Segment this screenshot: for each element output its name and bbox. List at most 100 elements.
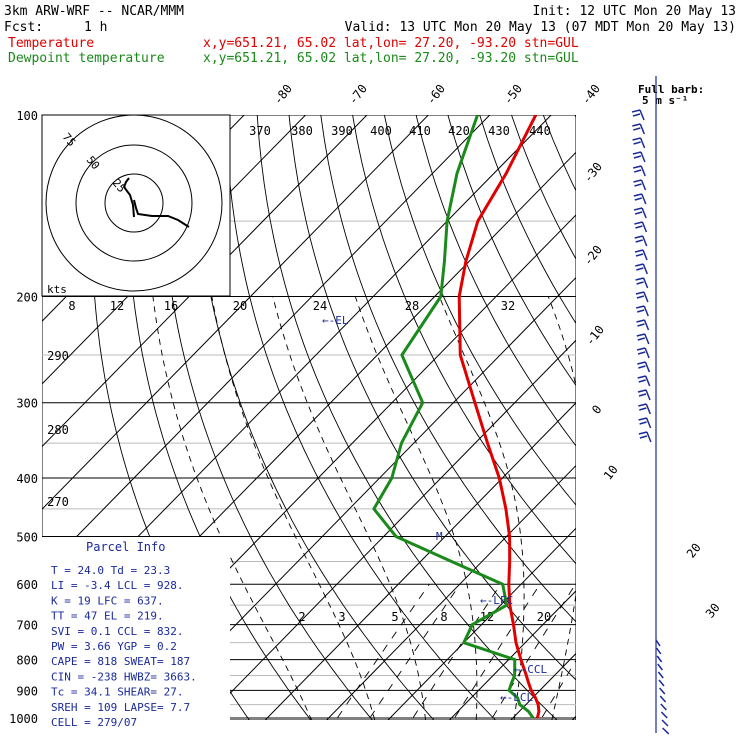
annotation-marker: M: [436, 530, 443, 543]
wind-barb: [638, 417, 652, 429]
pressure-tick-label: 900: [16, 684, 38, 698]
wind-barb: [655, 647, 662, 655]
parcel-info-row: LI = -3.4 LCL = 928.: [51, 579, 183, 592]
wind-barb: [635, 263, 648, 275]
isotherm-label: -50: [501, 82, 525, 108]
isotherm-line: [264, 402, 576, 720]
hodograph-trace: [122, 177, 190, 228]
mixing-ratio-line: [335, 583, 430, 720]
dry-adiabat: [607, 115, 740, 731]
hodograph-unit-label: kts: [47, 283, 67, 296]
pressure-tick-label: 500: [16, 530, 38, 544]
profile-lines: [372, 115, 541, 719]
parcel-info-row: Tc = 34.1 SHEAR= 27.: [51, 686, 183, 699]
theta-label: 430: [488, 124, 510, 138]
mixing-ratio-line: [540, 659, 576, 720]
hodograph-speed-label: 12: [110, 299, 124, 313]
theta-label: 420: [448, 124, 470, 138]
dry-adiabat: [734, 115, 740, 731]
wind-barb: [631, 109, 645, 121]
hodograph-speed-label: 28: [405, 299, 419, 313]
wind-barb: [633, 207, 647, 219]
hodograph-speed-label: 16: [164, 299, 178, 313]
full-barb-label: Full barb:: [638, 83, 704, 96]
hodograph-speed-label: 8: [68, 299, 75, 313]
init-time: Init: 12 UTC Mon 20 May 13: [533, 4, 737, 19]
wind-barb: [657, 663, 663, 671]
hodograph-rings: [45, 115, 223, 292]
isotherm-label: -40: [579, 82, 603, 108]
parcel-info-row: T = 24.0 Td = 23.3: [51, 564, 170, 577]
isotherm-line: [42, 115, 430, 510]
temperature-profile: [457, 115, 541, 719]
wind-barb: [633, 179, 647, 191]
dry-adiabat: [511, 115, 576, 260]
annotation-ccl: ←-CCL: [514, 663, 547, 676]
wind-barb: [659, 695, 667, 703]
isotherm-label: 20: [684, 541, 704, 561]
wind-barb: [637, 375, 651, 387]
dewpoint-profile: [372, 115, 535, 719]
fcst-value: 1 h: [84, 20, 107, 35]
parcel-info-row: PW = 3.66 YGP = 0.2: [51, 640, 177, 653]
dry-adiabat: [670, 115, 740, 731]
wind-barb: [658, 679, 665, 687]
theta-left-label: 280: [47, 423, 69, 437]
isotherm-line: [387, 527, 576, 720]
wind-barb: [660, 703, 667, 711]
mixing-ratio-label: 20: [537, 610, 551, 624]
isotherm-line: [42, 115, 368, 448]
pressure-tick-label: 200: [16, 291, 38, 305]
wind-barb: [638, 403, 651, 415]
moist-adiabat: [438, 296, 525, 720]
hodograph-ring: [45, 115, 223, 292]
dry-adiabat: [256, 115, 558, 720]
parcel-info-row: K = 19 LFC = 637.: [51, 594, 164, 607]
isotherm-line: [141, 276, 576, 720]
dry-adiabat: [574, 115, 576, 119]
isotherm-label: 0: [589, 402, 604, 416]
pressure-tick-label: 800: [16, 654, 38, 668]
mixing-ratio-label: 8: [440, 610, 447, 624]
full-barb-units: 5 m s⁻¹: [642, 94, 688, 107]
wind-barb: [634, 249, 648, 261]
wind-barb: [636, 319, 650, 331]
wind-barb: [661, 719, 669, 727]
valid-time: Valid: 13 UTC Mon 20 May 13 (07 MDT Mon …: [345, 20, 736, 35]
isotherm-label: -80: [271, 82, 295, 108]
isotherm-label: 10: [601, 463, 621, 483]
moist-adiabat: [152, 296, 313, 720]
annotation-lcl: ←-LCL: [500, 691, 533, 704]
theta-label: 440: [529, 124, 551, 138]
level-annotations: ←-EL ←-LFC ←-CCL ←-LCL M: [322, 314, 547, 704]
mixing-ratio-label: 2: [298, 610, 305, 624]
fcst-label: Fcst:: [4, 20, 43, 35]
wind-barb: [632, 123, 645, 135]
hodograph-speed-label: 20: [233, 299, 247, 313]
mixing-ratio-line: [367, 583, 461, 720]
pressure-tick-label: 100: [16, 109, 38, 123]
dew-location: x,y=651.21, 65.02 lat,lon= 27.20, -93.20…: [203, 51, 579, 66]
isotherm-line: [42, 115, 491, 573]
wind-barb: [635, 277, 649, 289]
wind-barb: [637, 361, 651, 373]
isotherm-label: -60: [424, 82, 448, 108]
isotherm-label: -70: [346, 82, 370, 108]
dry-adiabat: [224, 115, 497, 720]
hodograph-speed-label: 24: [313, 299, 327, 313]
moist-adiabat: [211, 296, 376, 720]
theta-left-label: 290: [47, 349, 69, 363]
pressure-tick-label: 1000: [9, 712, 38, 726]
theta-label: 380: [291, 124, 313, 138]
dry-adiabat: [320, 115, 576, 623]
mixing-ratio-label: 3: [338, 610, 345, 624]
dry-adiabat: [639, 115, 740, 731]
theta-label: 370: [249, 124, 271, 138]
wind-barb: [659, 687, 666, 695]
isotherm-line: [510, 652, 576, 720]
mixing-ratio-label: 5: [391, 610, 398, 624]
wind-barbs: [631, 76, 670, 735]
wind-barb: [635, 291, 649, 303]
moist-adiabat: [547, 296, 576, 720]
parcel-info-box: Parcel Info T = 24.0 Td = 23.3 LI = -3.4 …: [42, 537, 230, 729]
